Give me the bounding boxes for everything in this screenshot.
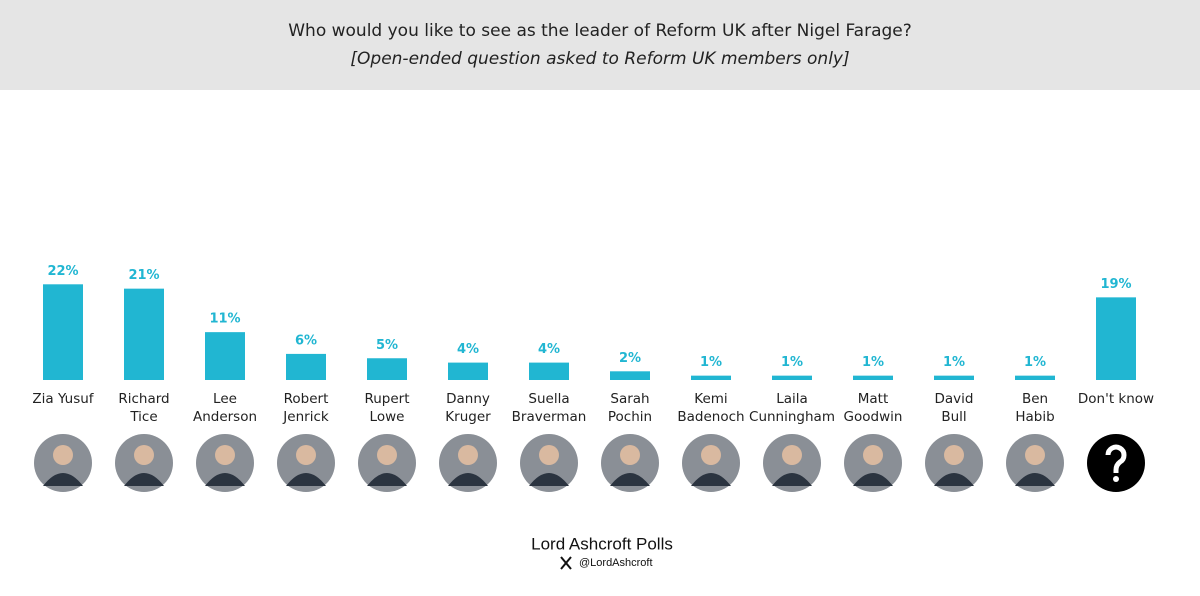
question-mark [1105,444,1127,473]
portrait-head [377,445,397,465]
x-tick-label: Tice [129,409,157,425]
value-label: 11% [209,312,240,327]
source: Lord Ashcroft Polls [531,534,673,553]
bar [286,353,326,380]
portrait-head [782,445,802,465]
x-tick-label: Goodwin [844,409,903,425]
portrait-head [539,445,559,465]
bar [1096,297,1136,380]
value-label: 5% [376,338,398,353]
x-tick-label: Matt [858,391,889,407]
value-label: 1% [943,355,965,370]
portrait-body [43,473,83,486]
x-tick-label: Habib [1015,409,1054,425]
portrait-body [934,473,974,486]
portrait-head [701,445,721,465]
value-label: 21% [128,268,159,283]
header-band [0,0,1200,90]
value-label: 6% [295,333,317,348]
portrait-body [853,473,893,486]
value-label: 19% [1100,277,1131,292]
portrait-head [296,445,316,465]
portrait-head [53,445,73,465]
value-label: 4% [538,342,560,357]
bar [934,375,974,380]
bar [367,358,407,380]
portrait-head [215,445,235,465]
x-tick-label: Lowe [370,409,405,425]
x-tick-label: Bull [941,409,966,425]
value-label: 1% [862,355,884,370]
x-tick-label: Laila [776,391,808,407]
x-tick-label: Braverman [512,409,587,425]
value-label: 1% [700,355,722,370]
bar [529,362,569,380]
bar [124,288,164,380]
x-tick-label: David [935,391,974,407]
handle: @LordAshcroft [579,557,653,569]
x-tick-label: Cunningham [749,409,835,425]
portrait-body [124,473,164,486]
x-tick-label: Danny [446,391,490,407]
x-tick-label: Robert [284,391,329,407]
x-tick-label: Suella [528,391,569,407]
x-tick-label: Zia Yusuf [32,391,94,407]
x-logo [560,556,572,570]
bar [1015,375,1055,380]
portrait-body [367,473,407,486]
bar [853,375,893,380]
value-label: 2% [619,351,641,366]
x-tick-label: Badenoch [677,409,744,425]
x-tick-label: Jenrick [282,409,329,425]
value-label: 1% [781,355,803,370]
x-tick-label: Richard [118,391,169,407]
portrait-body [529,473,569,486]
portrait-body [691,473,731,486]
value-label: 4% [457,342,479,357]
bar [43,284,83,380]
portrait-body [448,473,488,486]
x-tick-label: Lee [213,391,237,407]
portrait-body [205,473,245,486]
value-label: 22% [47,264,78,279]
bar [448,362,488,380]
bar [610,371,650,380]
portrait-body [286,473,326,486]
x-tick-label: Ben [1022,391,1048,407]
portrait-head [863,445,883,465]
portrait-body [1015,473,1055,486]
x-tick-label: Rupert [364,391,409,407]
question-dot [1113,476,1119,482]
chart-title: Who would you like to see as the leader … [288,21,912,41]
bar [691,375,731,380]
x-tick-label: Sarah [610,391,649,407]
x-tick-label: Kruger [445,409,491,425]
value-label: 1% [1024,355,1046,370]
chart-subtitle: [Open-ended question asked to Reform UK … [350,49,849,69]
portrait-head [1025,445,1045,465]
x-tick-label: Don't know [1078,391,1154,407]
portrait-body [610,473,650,486]
bar [772,375,812,380]
x-tick-label: Anderson [193,409,257,425]
portrait-head [134,445,154,465]
portrait-body [772,473,812,486]
portrait-head [620,445,640,465]
x-tick-label: Pochin [608,409,652,425]
portrait-head [944,445,964,465]
x-tick-label: Kemi [694,391,727,407]
portrait-head [458,445,478,465]
bar [205,332,245,380]
